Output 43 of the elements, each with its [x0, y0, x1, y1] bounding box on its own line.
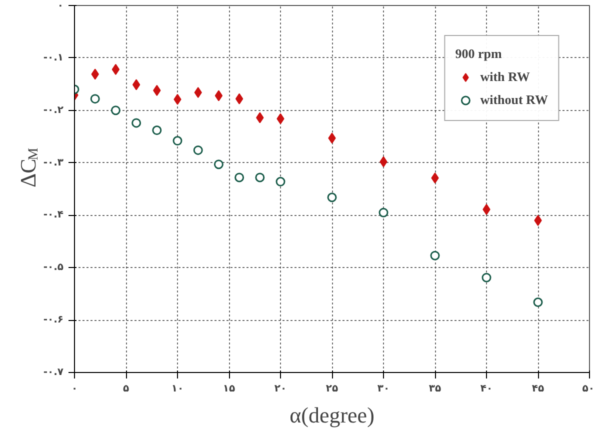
y-axis-title: ΔCM: [16, 147, 42, 188]
point: [172, 136, 182, 146]
x-tick-label: ۵۰: [582, 384, 594, 394]
point: [378, 208, 388, 218]
y-tick-label: -۰.۳: [43, 157, 64, 168]
y-tick-label: -۰.۵: [43, 262, 64, 274]
x-tick-label: ۴۵: [532, 384, 544, 394]
point: [214, 90, 223, 102]
point: [193, 145, 203, 155]
legend-label: with RW: [480, 69, 530, 85]
point: [430, 250, 440, 260]
point: [112, 64, 120, 75]
point: [276, 176, 286, 186]
y-tick-label: -۰.۷: [43, 367, 64, 378]
x-tick-label: ۴۰: [480, 384, 493, 394]
y-tick-label: -۰.۱: [43, 52, 64, 64]
point: [234, 172, 244, 182]
y-tick-label: -۰.۲: [43, 104, 64, 116]
point: [90, 94, 100, 104]
legend-title: 900 rpm: [455, 46, 503, 62]
point: [482, 272, 492, 282]
x-tick-label: ۲۰: [274, 384, 287, 394]
x-tick-label: ۱۵: [222, 384, 236, 394]
y-tick-label: -۰.۶: [43, 314, 64, 326]
point: [132, 79, 140, 90]
y-tick-label: -۰.۴: [43, 210, 64, 221]
point: [214, 160, 224, 170]
x-tick-label: ۳۰: [377, 384, 390, 394]
point: [255, 172, 265, 182]
x-tick-label: ۰: [71, 384, 78, 394]
point: [235, 93, 244, 104]
x-tick-label: ۵: [122, 384, 130, 394]
point: [327, 192, 337, 202]
point: [152, 126, 162, 136]
point: [533, 298, 543, 307]
x-tick-label: ۲۵: [326, 384, 338, 394]
point: [132, 118, 142, 128]
legend-label: without RW: [480, 92, 548, 108]
x-tick-label: ۳۵: [428, 384, 442, 394]
x-tick-label: ۱۰: [171, 384, 184, 394]
x-axis-title: α(degree): [290, 402, 374, 428]
point: [110, 106, 120, 116]
y-tick-label: ۰: [57, 0, 64, 12]
